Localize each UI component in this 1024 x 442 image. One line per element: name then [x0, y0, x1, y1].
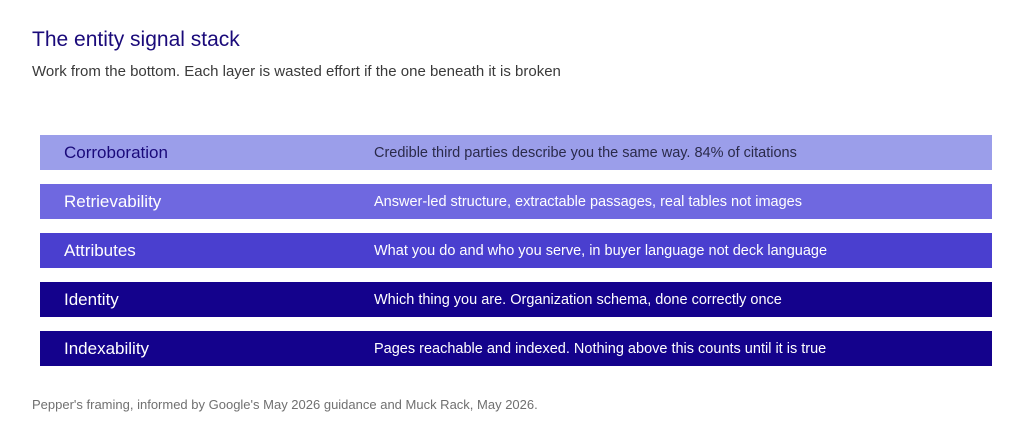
layer-description: Pages reachable and indexed. Nothing abo…	[374, 340, 827, 357]
page-subtitle: Work from the bottom. Each layer is wast…	[32, 63, 561, 80]
signal-stack: Corroboration Credible third parties des…	[40, 135, 992, 380]
layer-name: Identity	[64, 289, 119, 309]
layer-description: Credible third parties describe you the …	[374, 144, 797, 161]
layer-attributes: Attributes What you do and who you serve…	[40, 233, 992, 268]
layer-name: Attributes	[64, 240, 136, 260]
page-title: The entity signal stack	[32, 28, 240, 51]
layer-description: Which thing you are. Organization schema…	[374, 291, 782, 308]
layer-description: What you do and who you serve, in buyer …	[374, 242, 828, 259]
layer-corroboration: Corroboration Credible third parties des…	[40, 135, 992, 170]
source-note: Pepper's framing, informed by Google's M…	[32, 397, 538, 412]
layer-identity: Identity Which thing you are. Organizati…	[40, 282, 992, 317]
layer-description: Answer-led structure, extractable passag…	[374, 193, 802, 210]
layer-name: Corroboration	[64, 142, 168, 162]
layer-name: Indexability	[64, 338, 150, 358]
layer-name: Retrievability	[64, 191, 162, 211]
layer-retrievability: Retrievability Answer-led structure, ext…	[40, 184, 992, 219]
layer-indexability: Indexability Pages reachable and indexed…	[40, 331, 992, 366]
